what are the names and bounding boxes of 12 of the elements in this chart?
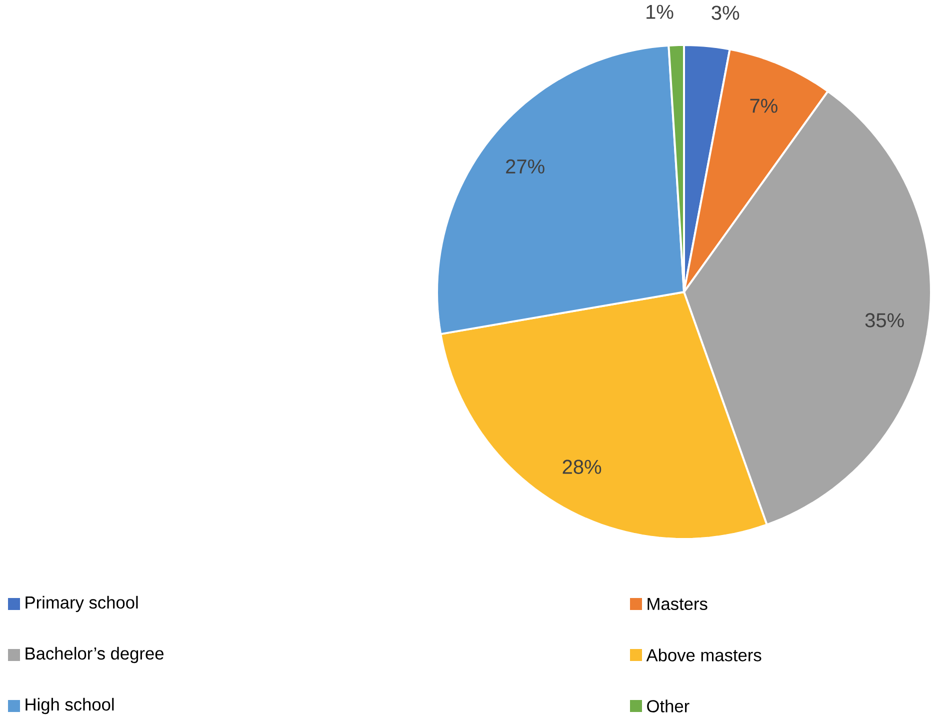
legend-label: High school <box>26 698 114 714</box>
data-label: 1% <box>646 4 674 19</box>
data-label: 7% <box>750 98 778 113</box>
legend-label: Other <box>647 700 690 712</box>
legend-label: Masters <box>648 598 708 610</box>
legend-label: Above masters <box>646 648 762 662</box>
data-label: 35% <box>865 313 904 328</box>
data-label: 3% <box>712 6 740 20</box>
legend-label: Primary school <box>26 596 138 612</box>
data-label: 28% <box>562 460 602 474</box>
legend-label: Bachelor’s degree <box>26 646 164 664</box>
data-label: 27% <box>506 159 544 174</box>
